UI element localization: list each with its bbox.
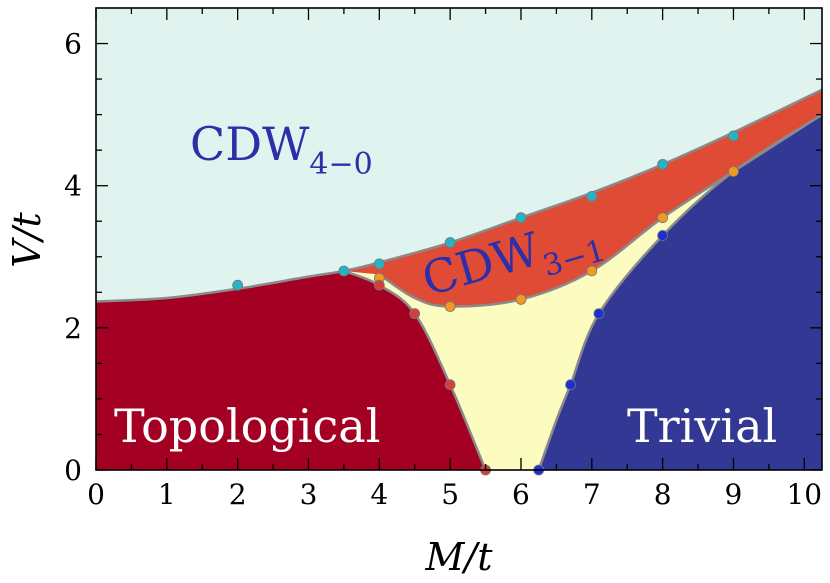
data-point-topological-2 bbox=[444, 379, 456, 391]
x-tick-label-9: 9 bbox=[725, 478, 743, 511]
data-point-lower-5 bbox=[728, 166, 739, 177]
x-tick-label-3: 3 bbox=[300, 478, 318, 511]
x-tick-label-8: 8 bbox=[654, 478, 672, 511]
data-point-topological-0 bbox=[373, 279, 385, 291]
plot-frame bbox=[95, 7, 823, 471]
data-point-upper-1 bbox=[338, 265, 350, 277]
data-point-upper-3 bbox=[444, 237, 456, 248]
data-point-topological-1 bbox=[409, 308, 421, 320]
boundary-cdw40 bbox=[96, 88, 822, 303]
region-label-cdw40: CDW4−0 bbox=[190, 117, 373, 182]
data-point-upper-5 bbox=[586, 190, 598, 202]
region-label-cdw40-name: CDW bbox=[190, 117, 310, 171]
region-label-cdw40-subscript: 4−0 bbox=[309, 147, 372, 182]
axes: 0 1 2 3 4 5 6 7 8 9 10 0 2 4 6 bbox=[64, 7, 823, 511]
y-tick-label-6: 6 bbox=[64, 28, 82, 61]
data-point-lower-4 bbox=[657, 212, 669, 224]
x-tick-label-6: 6 bbox=[512, 478, 530, 511]
region-trivial bbox=[538, 114, 822, 470]
data-point-lower-1 bbox=[444, 301, 456, 312]
data-points bbox=[232, 130, 739, 476]
x-tick-label-5: 5 bbox=[441, 478, 459, 511]
x-axis-title: M/t bbox=[425, 535, 494, 579]
data-point-upper-7 bbox=[728, 130, 739, 142]
x-tick-label-0: 0 bbox=[87, 478, 105, 511]
data-point-lower-2 bbox=[515, 294, 527, 305]
region-cdw31 bbox=[343, 89, 822, 307]
y-tick-label-0: 0 bbox=[64, 454, 82, 487]
y-axis-title: V/t bbox=[5, 212, 49, 268]
x-tick-label-1: 1 bbox=[158, 478, 176, 511]
y-tick-label-2: 2 bbox=[64, 312, 82, 345]
data-point-upper-0 bbox=[232, 279, 244, 291]
data-point-trivial-1 bbox=[565, 379, 576, 391]
region-topological bbox=[96, 270, 486, 470]
phase-regions bbox=[96, 8, 822, 470]
data-point-trivial-3 bbox=[657, 230, 669, 241]
x-tick-label-4: 4 bbox=[370, 478, 388, 511]
y-tick-label-4: 4 bbox=[64, 170, 82, 203]
region-label-topological: Topological bbox=[114, 399, 380, 453]
data-point-upper-6 bbox=[657, 158, 669, 170]
x-tick-label-7: 7 bbox=[583, 478, 601, 511]
region-label-trivial: Trivial bbox=[627, 399, 777, 453]
data-point-upper-2 bbox=[373, 258, 385, 270]
data-point-lower-3 bbox=[586, 265, 598, 277]
data-point-trivial-2 bbox=[593, 308, 605, 320]
data-point-upper-4 bbox=[515, 212, 527, 224]
region-intermediate bbox=[343, 114, 822, 470]
x-tick-label-2: 2 bbox=[229, 478, 247, 511]
x-tick-label-10: 10 bbox=[786, 478, 822, 511]
